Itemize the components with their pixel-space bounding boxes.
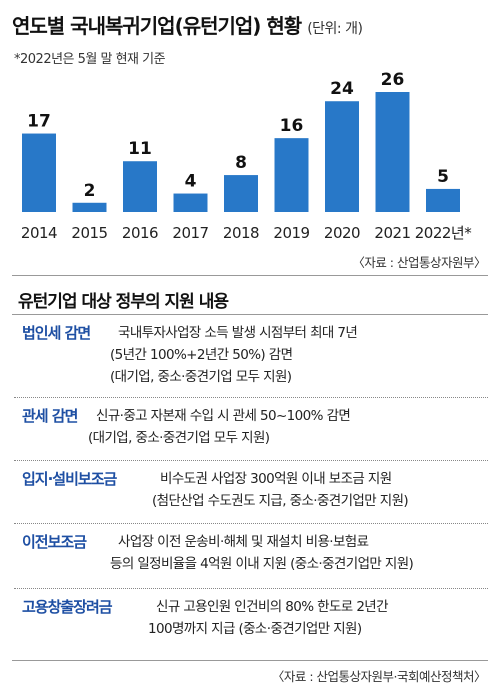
section-divider (12, 314, 488, 315)
value-label: 26 (381, 70, 405, 90)
value-label: 2 (84, 181, 96, 201)
chart-note: *2022년은 5월 말 현재 기준 (14, 52, 166, 67)
support-desc-line: 사업장 이전 운송비·해체 및 재설치 비용·보험료 (118, 534, 369, 550)
support-desc-line: 등의 일정비율을 4억원 이내 지원 (중소·중견기업만 지원) (110, 556, 414, 572)
page-title: 연도별 국내복귀기업(유턴기업) 현황 (단위: 개) (12, 10, 363, 39)
section-divider (12, 275, 488, 276)
value-label: 4 (185, 172, 197, 192)
support-desc-line: 신규·중고 자본재 수입 시 관세 50~100% 감면 (96, 408, 351, 424)
support-label: 입지·설비보조금 (22, 470, 117, 488)
category-label: 2016 (122, 224, 158, 242)
bar-2021 (375, 92, 410, 212)
support-label: 고용창출장려금 (22, 598, 113, 616)
support-desc-line: (대기업, 중소·중견기업 모두 지원) (110, 369, 292, 385)
category-label: 2020 (324, 224, 360, 242)
title-text: 연도별 국내복귀기업(유턴기업) 현황 (12, 14, 302, 38)
category-label: 2018 (223, 224, 259, 242)
support-desc-line: (첨단산업 수도권도 지급, 중소·중견기업만 지원) (152, 493, 409, 509)
bar-2022년* (426, 188, 460, 212)
row-divider (14, 460, 488, 461)
section-subtitle: 유턴기업 대상 정부의 지원 내용 (18, 292, 229, 312)
support-desc-line: 국내투자사업장 소득 발생 시점부터 최대 7년 (118, 325, 358, 341)
bar-2015 (72, 202, 107, 212)
category-label: 2022년* (415, 224, 472, 242)
bar-2016 (123, 161, 157, 212)
section-divider (12, 660, 488, 661)
bar-2020 (325, 101, 359, 212)
category-label: 2019 (273, 224, 309, 242)
value-label: 24 (330, 79, 354, 99)
category-label: 2015 (71, 224, 107, 242)
bar-2017 (173, 193, 208, 212)
value-label: 17 (27, 112, 51, 132)
bar-2018 (224, 175, 258, 212)
footer-source: 〈자료 : 산업통상자원부·국회예산정책처〉 (271, 669, 487, 684)
row-divider (14, 523, 488, 524)
value-label: 16 (280, 116, 304, 136)
support-label: 이전보조금 (22, 533, 87, 551)
support-label: 법인세 감면 (22, 324, 91, 342)
value-label: 5 (437, 167, 449, 187)
bar-chart: 17 2014 2 2015 11 2016 4 2017 8 2018 16 2019 24 2020 2… (21, 70, 473, 242)
support-desc-line: (5년간 100%+2년간 50%) 감면 (110, 347, 293, 363)
bar-2014 (22, 133, 56, 212)
category-label: 2021 (374, 224, 410, 242)
support-label: 관세 감면 (22, 407, 78, 425)
row-divider (14, 588, 488, 589)
category-label: 2014 (21, 224, 57, 242)
chart-source: 〈자료 : 산업통상자원부〉 (352, 255, 486, 270)
unit-label: (단위: 개) (307, 21, 363, 37)
category-label: 2017 (172, 224, 208, 242)
support-desc-line: (대기업, 중소·중견기업 모두 지원) (88, 430, 270, 446)
value-label: 8 (235, 153, 247, 173)
row-divider (14, 397, 488, 398)
bar-2019 (274, 138, 309, 212)
support-desc-line: 100명까지 지급 (중소·중견기업만 지원) (148, 621, 362, 637)
support-desc-line: 신규 고용인원 인건비의 80% 한도로 2년간 (156, 599, 389, 615)
value-label: 11 (128, 139, 152, 159)
support-desc-line: 비수도권 사업장 300억원 이내 보조금 지원 (160, 471, 392, 487)
